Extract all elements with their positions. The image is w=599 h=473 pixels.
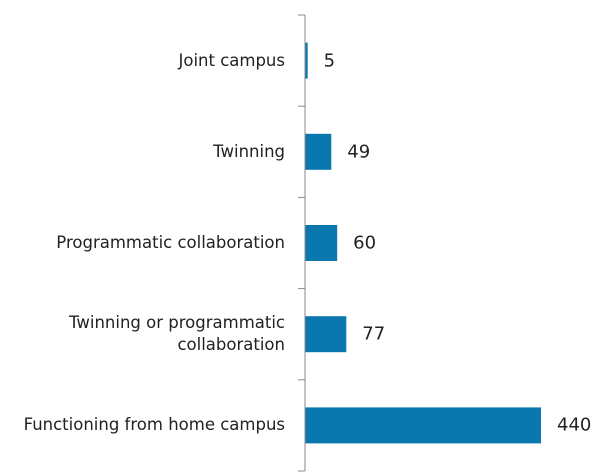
bar <box>305 407 541 444</box>
value-label: 440 <box>557 414 592 436</box>
value-label: 60 <box>353 232 377 254</box>
category-label: Functioning from home campus <box>23 415 285 435</box>
bar <box>305 225 338 261</box>
bar <box>305 316 347 353</box>
category-label: Twinning <box>213 141 285 161</box>
value-label: 77 <box>362 323 386 345</box>
value-label: 5 <box>323 50 336 72</box>
category-label: Twinning or programmatic collaboration <box>69 313 285 355</box>
category-label: Programmatic collaboration <box>56 233 285 252</box>
bar <box>305 133 332 170</box>
value-label: 49 <box>347 141 371 163</box>
category-label: Joint campus <box>178 50 285 70</box>
bar <box>305 42 308 79</box>
